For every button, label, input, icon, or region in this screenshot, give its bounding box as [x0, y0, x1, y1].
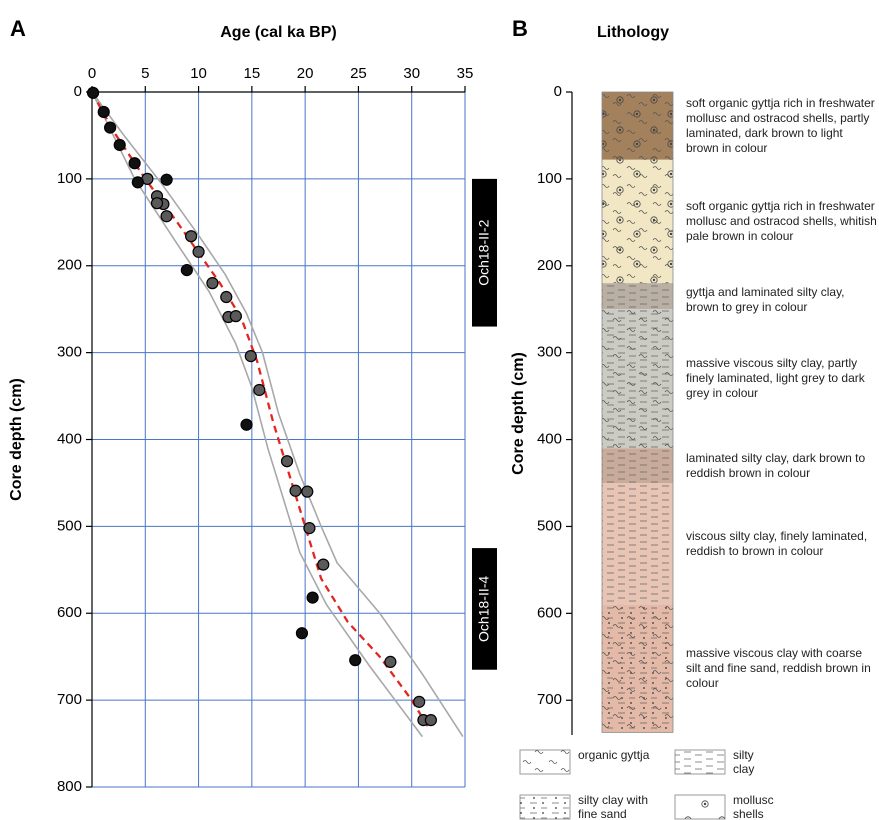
y-tick-label: 300: [57, 344, 82, 361]
unit-description: viscous silty clay, finely laminated, re…: [686, 528, 868, 558]
core-section: [472, 178, 497, 327]
unit-pattern: [602, 159, 673, 284]
unit-pattern: [602, 92, 673, 160]
unit-description: massive viscous clay with coarse silt an…: [686, 646, 871, 691]
dated-sample: [160, 210, 173, 223]
dated-sample: [303, 522, 316, 535]
unit-pattern: [602, 604, 673, 733]
y-tick-label: 500: [57, 517, 82, 534]
dated-sample: [306, 591, 319, 604]
y-tick-label: 800: [57, 778, 82, 795]
column-border: [601, 91, 674, 733]
y-tick-label: 400: [537, 431, 562, 448]
dated-sample: [349, 654, 362, 667]
dated-sample: [104, 121, 117, 134]
legend-label: silty clay: [733, 748, 755, 776]
dated-sample: [180, 263, 193, 277]
dated-sample: [280, 455, 294, 468]
dated-sample: [185, 230, 198, 243]
dated-sample: [240, 418, 253, 431]
panel-label: B: [512, 16, 528, 41]
dated-sample: [131, 176, 144, 189]
dated-sample: [220, 290, 233, 304]
dated-sample: [86, 86, 100, 99]
y-tick-label: 500: [537, 517, 562, 534]
core-section: [472, 548, 497, 670]
dated-sample: [206, 277, 219, 290]
x-tick-label: 30: [403, 65, 420, 82]
core-label: Och18-II-2: [476, 219, 492, 285]
dated-sample: [160, 173, 173, 186]
core-label: Och18-II-4: [476, 576, 492, 642]
y-axis-label: Core depth (cm): [510, 352, 527, 475]
unit-description: soft organic gyttja rich in freshwater m…: [686, 198, 877, 243]
y-tick-label: 200: [57, 257, 82, 274]
dated-sample: [150, 197, 164, 210]
x-tick-label: 25: [350, 65, 367, 82]
x-tick-label: 15: [244, 65, 261, 82]
x-axis-label: Age (cal ka BP): [220, 24, 336, 41]
dated-sample: [253, 383, 266, 397]
dated-sample: [384, 655, 397, 669]
unit-description: laminated silty clay, dark brown to redd…: [686, 450, 866, 480]
y-tick-label: 200: [537, 257, 562, 274]
legend-swatch: [520, 795, 570, 819]
y-tick-label: 600: [57, 604, 82, 621]
y-tick-label: 0: [74, 83, 82, 100]
legend-label: mollusc shells: [733, 793, 774, 820]
unit-description: soft organic gyttja rich in freshwater m…: [686, 95, 875, 155]
unit-pattern: [602, 448, 673, 484]
y-tick-label: 100: [537, 170, 562, 187]
unit-description: gyttja and laminated silty clay, brown t…: [686, 285, 845, 315]
legend-label: silty clay with fine sand: [578, 793, 649, 820]
dated-sample: [317, 558, 330, 571]
dated-sample: [413, 695, 426, 708]
y-tick-label: 600: [537, 604, 562, 621]
y-tick-label: 700: [537, 691, 562, 708]
x-tick-label: 0: [88, 65, 96, 82]
legend-label: organic gyttja: [578, 748, 650, 762]
dated-sample: [97, 105, 110, 119]
panel-label: A: [10, 16, 26, 41]
x-tick-label: 5: [141, 65, 149, 82]
y-tick-label: 0: [554, 83, 562, 100]
legend-swatch: [675, 750, 725, 774]
y-tick-label: 400: [57, 430, 82, 447]
confidence-line: [91, 91, 464, 738]
y-tick-label: 100: [57, 170, 82, 187]
y-tick-label: 300: [537, 344, 562, 361]
unit-description: massive viscous silty clay, partly finel…: [686, 356, 865, 401]
age-model-line: [90, 91, 429, 727]
unit-pattern: [602, 309, 673, 449]
dated-sample: [229, 310, 242, 323]
dated-sample: [301, 485, 314, 498]
y-axis-label: Core depth (cm): [8, 378, 25, 501]
x-tick-label: 10: [190, 65, 207, 82]
dated-sample: [192, 245, 205, 258]
dated-sample: [295, 627, 309, 640]
dated-sample: [128, 157, 141, 170]
legend-swatch: [520, 750, 570, 774]
dated-sample: [244, 350, 257, 363]
dated-sample: [289, 484, 302, 497]
y-tick-label: 700: [57, 691, 82, 708]
unit-pattern: [602, 483, 673, 605]
unit-pattern: [602, 283, 673, 310]
x-tick-label: 20: [297, 65, 314, 82]
legend-swatch: [675, 795, 725, 819]
x-tick-label: 35: [457, 65, 474, 82]
chart-title: Lithology: [597, 24, 669, 41]
dated-sample: [113, 138, 126, 152]
dated-sample: [424, 714, 437, 727]
confidence-line: [91, 91, 424, 738]
